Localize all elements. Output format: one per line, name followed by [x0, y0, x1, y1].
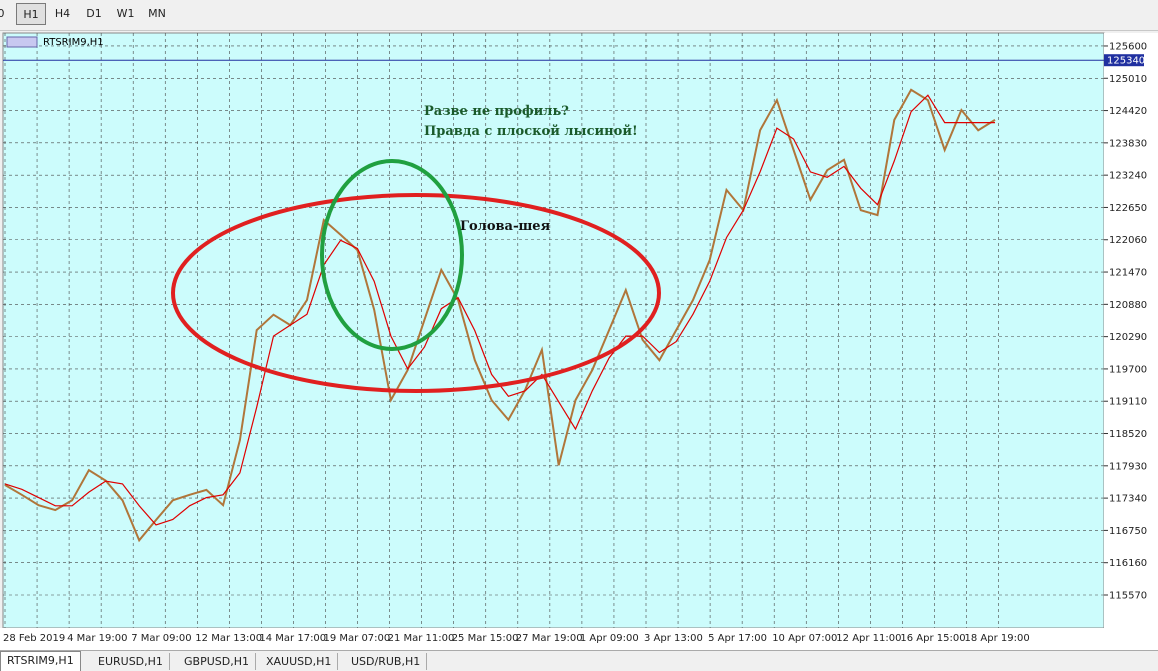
y-tick-label: 122060	[1109, 235, 1147, 246]
symbol-icon	[6, 36, 38, 48]
chart-tab[interactable]: EURUSD,H1	[92, 653, 170, 670]
tab-bar: RTSRIM9,H1 EURUSD,H1 GBPUSD,H1 XAUUSD,H1 USD…	[0, 650, 1158, 671]
toolbar: 0 H1 H4 D1 W1 MN	[0, 0, 1158, 31]
timeframe-button[interactable]: W1	[116, 7, 135, 20]
timeframe-button[interactable]: H1	[16, 3, 46, 25]
annotation: Правда с плоской лысиной!	[424, 124, 638, 139]
y-tick-label: 119110	[1109, 397, 1147, 408]
timeframe-button[interactable]: MN	[148, 7, 166, 20]
timeframe-button[interactable]: 0	[0, 7, 5, 20]
x-tick-label: 12 Apr 11:00	[836, 633, 901, 644]
x-tick-label: 27 Mar 19:00	[516, 633, 583, 644]
annotation: Голова-шея	[460, 219, 551, 234]
y-tick-label: 124420	[1109, 106, 1147, 117]
chart-tab[interactable]: GBPUSD,H1	[178, 653, 256, 670]
symbol-label: RTSRIM9,H1	[43, 37, 104, 48]
x-tick-label: 14 Mar 17:00	[259, 633, 326, 644]
y-tick-label: 121470	[1109, 268, 1147, 279]
x-tick-label: 10 Apr 07:00	[772, 633, 837, 644]
x-tick-label: 18 Apr 19:00	[965, 633, 1030, 644]
annotation: Разве не профиль?	[424, 104, 569, 119]
y-tick-label: 115570	[1109, 590, 1147, 601]
y-tick-label: 120290	[1109, 332, 1147, 343]
y-tick-label: 116750	[1109, 526, 1147, 537]
chart-tab[interactable]: USD/RUB,H1	[345, 653, 428, 670]
x-tick-label: 16 Apr 15:00	[900, 633, 965, 644]
x-tick-label: 25 Mar 15:00	[452, 633, 519, 644]
y-tick-label: 123240	[1109, 171, 1147, 182]
x-tick-label: 7 Mar 09:00	[131, 633, 191, 644]
y-tick-label: 125010	[1109, 74, 1147, 85]
red-ellipse	[171, 193, 661, 393]
chart: 125600 125010 124420 123830 123240 122650 1220…	[0, 32, 1158, 650]
y-tick-label: 125600	[1109, 41, 1147, 52]
plot-area	[2, 32, 1105, 629]
y-tick-label: 122650	[1109, 203, 1147, 214]
x-tick-label: 3 Apr 13:00	[644, 633, 703, 644]
y-tick-label: 118520	[1109, 429, 1147, 440]
green-ellipse	[320, 159, 464, 351]
x-tick-label: 1 Apr 09:00	[580, 633, 639, 644]
chart-tab[interactable]: XAUUSD,H1	[260, 653, 339, 670]
current-price-label: 125340	[1107, 56, 1145, 67]
price-axis	[1104, 33, 1158, 628]
y-tick-label: 123830	[1109, 138, 1147, 149]
timeframe-button[interactable]: D1	[86, 7, 102, 20]
x-tick-label: 5 Apr 17:00	[708, 633, 767, 644]
y-tick-label: 117340	[1109, 494, 1147, 505]
chart-tab[interactable]: RTSRIM9,H1	[0, 651, 81, 671]
x-tick-label: 12 Mar 13:00	[195, 633, 262, 644]
timeframe-button[interactable]: H4	[54, 7, 71, 20]
x-tick-label: 28 Feb 2019	[3, 633, 65, 644]
series-line	[4, 88, 996, 543]
x-tick-label: 21 Mar 11:00	[388, 633, 455, 644]
x-tick-label: 4 Mar 19:00	[67, 633, 127, 644]
y-tick-label: 117930	[1109, 461, 1147, 472]
x-tick-label: 19 Mar 07:00	[324, 633, 391, 644]
time-axis	[0, 628, 1158, 650]
y-tick-label: 116160	[1109, 558, 1147, 569]
current-price-box	[1104, 54, 1144, 67]
y-tick-label: 119700	[1109, 364, 1147, 375]
y-tick-label: 120880	[1109, 300, 1147, 311]
